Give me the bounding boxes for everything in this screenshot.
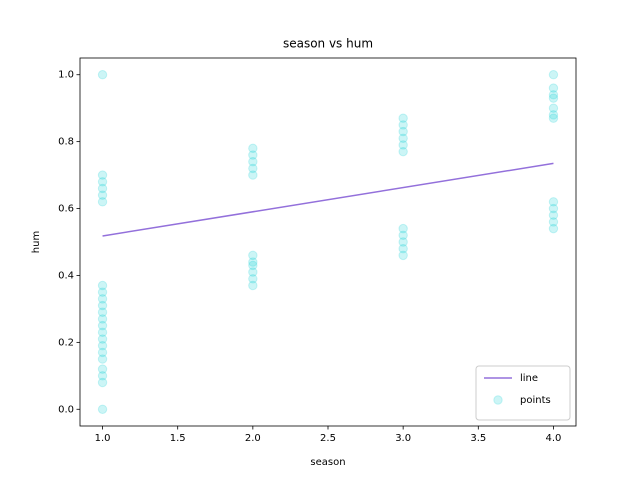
point [548, 70, 559, 80]
point [97, 170, 108, 180]
point [398, 146, 408, 157]
point [248, 170, 258, 180]
point [248, 260, 258, 271]
point [548, 83, 559, 93]
plot-frame [79, 57, 577, 427]
point [548, 217, 559, 227]
point [248, 267, 258, 277]
point [97, 404, 108, 414]
chart-title: season vs hum [283, 37, 373, 51]
point [248, 163, 258, 174]
x-tick-label: 3.0 [395, 433, 411, 444]
legend: line points [475, 365, 571, 421]
point [248, 257, 258, 267]
point [97, 300, 108, 311]
point [548, 110, 559, 120]
point [398, 133, 408, 143]
x-tick-label: 3.5 [470, 433, 486, 444]
point [548, 113, 559, 123]
point [97, 177, 108, 187]
point [97, 294, 108, 304]
point [548, 93, 559, 103]
point [548, 103, 559, 113]
legend-box [475, 365, 571, 421]
point [398, 120, 408, 130]
point [97, 377, 108, 388]
legend-marker [493, 395, 503, 405]
point [97, 320, 108, 331]
point [398, 237, 408, 247]
x-tick-label: 1.0 [95, 433, 111, 444]
point [548, 90, 559, 100]
point [97, 287, 108, 297]
point [97, 327, 108, 338]
point [398, 250, 408, 261]
y-tick-label: 0.8 [58, 137, 74, 148]
x-tick-label: 2.0 [245, 433, 261, 444]
point [548, 203, 559, 214]
point [97, 354, 108, 364]
x-tick-label: 4.0 [546, 433, 562, 444]
point [398, 230, 408, 241]
point [97, 190, 108, 200]
point [398, 126, 408, 137]
point [97, 314, 108, 324]
x-tick-label: 2.5 [320, 433, 336, 444]
point [248, 150, 258, 160]
point [398, 223, 408, 234]
point [97, 347, 108, 358]
x-tick-label: 1.5 [170, 433, 186, 444]
point [548, 197, 559, 207]
legend-label: line [520, 373, 538, 384]
x-axis-label: season [310, 457, 345, 468]
y-tick-label: 1.0 [58, 70, 74, 81]
y-tick-label: 0.2 [58, 337, 74, 348]
point [398, 243, 408, 254]
y-tick-label: 0.4 [58, 270, 74, 281]
regression-line [102, 162, 554, 237]
y-tick-label: 0.0 [58, 404, 74, 415]
point [248, 143, 258, 154]
point [97, 334, 108, 344]
legend-label: points [520, 395, 551, 406]
point [97, 371, 108, 381]
point [97, 183, 108, 194]
point [97, 197, 108, 207]
point [248, 157, 258, 167]
point [248, 250, 258, 261]
point [97, 341, 108, 351]
point [97, 280, 108, 291]
point [548, 223, 559, 234]
point [548, 210, 559, 220]
y-tick-label: 0.6 [58, 204, 74, 215]
point [97, 364, 108, 374]
point [398, 113, 408, 123]
y-axis-label: hum [31, 231, 42, 253]
point [248, 274, 258, 284]
point [248, 280, 258, 291]
point [398, 140, 408, 150]
point [97, 307, 108, 317]
point [97, 70, 108, 80]
